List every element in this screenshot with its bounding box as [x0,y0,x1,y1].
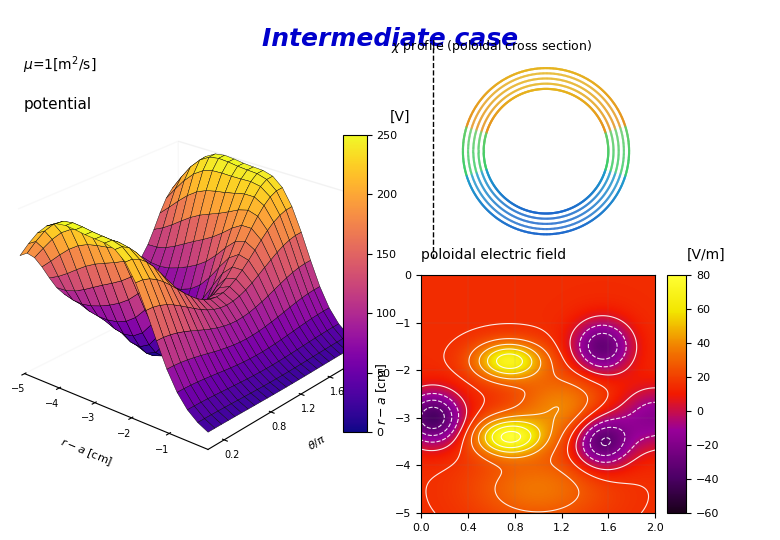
Y-axis label: $\theta / \pi$: $\theta / \pi$ [306,431,329,453]
Text: poloidal electric field: poloidal electric field [421,248,566,262]
Text: [V]: [V] [390,110,410,124]
Text: Intermediate case: Intermediate case [262,27,518,51]
Y-axis label: $r - a$ [cm]: $r - a$ [cm] [374,363,389,425]
Text: $\chi$ profile (poloidal cross section): $\chi$ profile (poloidal cross section) [391,38,592,55]
X-axis label: $\theta / \pi$: $\theta / \pi$ [526,538,550,540]
X-axis label: $r - a$ [cm]: $r - a$ [cm] [58,435,115,469]
Text: $\mu$=1[m$^2$/s]: $\mu$=1[m$^2$/s] [23,54,97,76]
Text: potential: potential [23,97,91,112]
Text: [V/m]: [V/m] [686,248,725,262]
